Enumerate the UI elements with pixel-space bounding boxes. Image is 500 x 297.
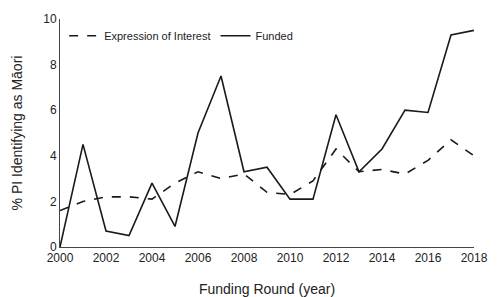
svg-text:2014: 2014 (369, 251, 396, 265)
svg-text:Funded: Funded (256, 30, 293, 42)
svg-text:2016: 2016 (415, 251, 442, 265)
svg-text:2000: 2000 (47, 251, 74, 265)
svg-text:2002: 2002 (93, 251, 120, 265)
svg-text:2010: 2010 (277, 251, 304, 265)
svg-text:4: 4 (50, 149, 57, 163)
svg-text:2018: 2018 (461, 251, 488, 265)
svg-text:2008: 2008 (231, 251, 258, 265)
svg-text:10: 10 (43, 12, 57, 26)
svg-text:6: 6 (50, 103, 57, 117)
svg-text:2: 2 (50, 195, 57, 209)
svg-text:Expression of Interest: Expression of Interest (104, 30, 210, 42)
svg-text:Funding Round (year): Funding Round (year) (199, 281, 335, 297)
svg-text:2006: 2006 (185, 251, 212, 265)
svg-text:2004: 2004 (139, 251, 166, 265)
svg-text:8: 8 (50, 58, 57, 72)
svg-text:% PI Identifying as Māori: % PI Identifying as Māori (9, 56, 25, 211)
svg-text:2012: 2012 (323, 251, 350, 265)
svg-text:0: 0 (50, 240, 57, 254)
